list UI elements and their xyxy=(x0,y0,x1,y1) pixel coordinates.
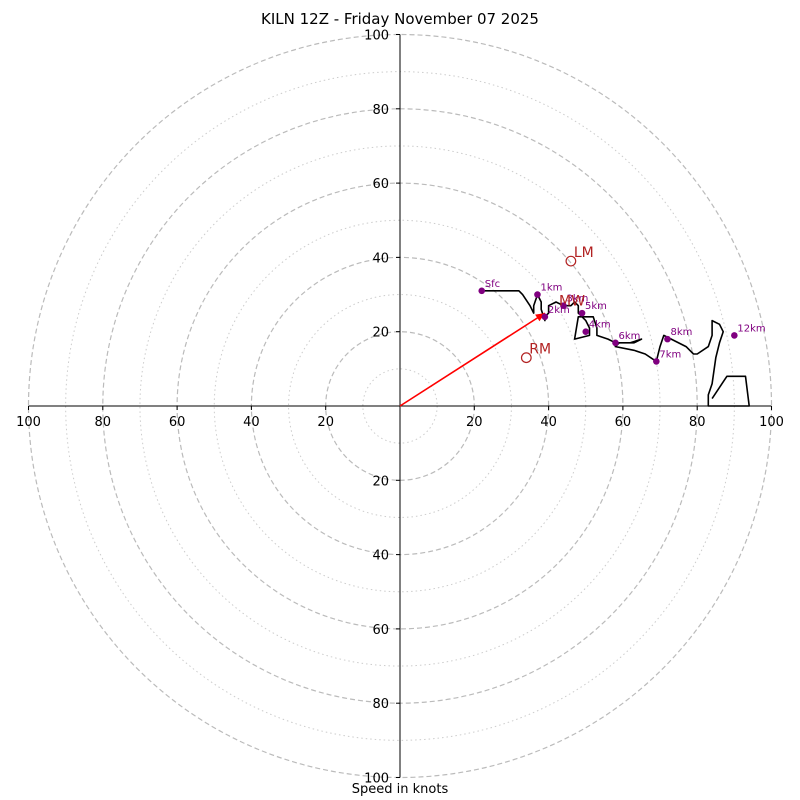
height-marker-4km xyxy=(582,328,590,336)
y-tick-label: 80 xyxy=(372,697,389,712)
x-tick-label: 80 xyxy=(689,415,706,430)
x-tick-label: 40 xyxy=(243,415,260,430)
motion-label-LM: LM xyxy=(574,245,594,261)
x-tick-label: 20 xyxy=(466,415,483,430)
chart-title: KILN 12Z - Friday November 07 2025 xyxy=(261,10,539,28)
height-label-5km: 5km xyxy=(585,301,607,312)
height-marker-7km xyxy=(653,358,660,365)
y-tick-label: 20 xyxy=(372,474,389,489)
y-tick-label: 60 xyxy=(372,623,389,638)
y-tick-label: 60 xyxy=(372,177,389,192)
x-tick-label: 100 xyxy=(16,415,41,430)
x-tick-label: 60 xyxy=(615,415,632,430)
y-tick-label: 40 xyxy=(372,251,389,266)
height-marker-6km xyxy=(612,339,619,347)
height-marker-Sfc xyxy=(478,287,486,295)
hodograph-trace-group xyxy=(481,289,751,407)
hodograph-trace xyxy=(481,289,751,407)
motion-markers: LM RM MW xyxy=(520,245,594,364)
height-marker-2km xyxy=(541,313,549,321)
height-marker-1km xyxy=(534,291,541,298)
height-label-Sfc: Sfc xyxy=(485,279,500,290)
height-marker-12km xyxy=(731,332,738,339)
height-label-1km: 1km xyxy=(540,283,562,294)
height-marker-5km xyxy=(578,309,586,317)
y-tick-label: 80 xyxy=(372,103,389,118)
storm-motion-vector xyxy=(399,312,546,407)
x-tick-label: 20 xyxy=(317,415,334,430)
motion-label-RM: RM xyxy=(529,342,551,358)
axis-tick-labels: 100 100 80 80 60 60 40 40 20 20 20 20 40 40 60 60 80 80 10… xyxy=(16,29,784,787)
height-label-12km: 12km xyxy=(737,323,765,334)
x-tick-label: 40 xyxy=(540,415,557,430)
x-tick-label: 100 xyxy=(759,415,784,430)
height-label-7km: 7km xyxy=(659,349,681,360)
height-label-6km: 6km xyxy=(618,331,640,342)
height-label-8km: 8km xyxy=(670,327,692,338)
x-tick-label: 60 xyxy=(169,415,186,430)
y-tick-label: 20 xyxy=(372,326,389,341)
y-tick-label: 100 xyxy=(364,29,389,44)
motion-marker-RM xyxy=(520,352,532,364)
motion-marker-LM xyxy=(565,255,577,267)
y-tick-label: 40 xyxy=(372,549,389,564)
x-tick-label: 80 xyxy=(95,415,112,430)
height-label-4km: 4km xyxy=(589,320,611,331)
y-tick-label: 100 xyxy=(364,772,389,787)
height-label-3km: 3km xyxy=(566,294,588,305)
height-label-2km: 2km xyxy=(548,305,570,316)
height-marker-8km xyxy=(664,335,671,343)
x-axis-label: Speed in knots xyxy=(351,782,449,797)
height-marker-3km xyxy=(560,302,567,309)
motion-label-MW: MW xyxy=(559,293,585,309)
